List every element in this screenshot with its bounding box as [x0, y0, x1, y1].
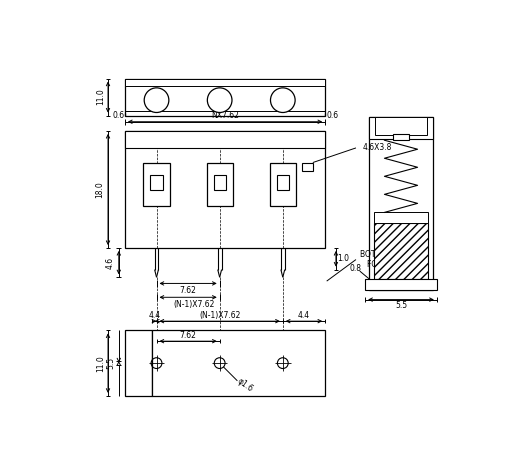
Text: 5.5: 5.5 [395, 301, 407, 310]
Text: NX7.62: NX7.62 [211, 111, 239, 120]
Text: 11.0: 11.0 [96, 355, 105, 371]
Text: FOR OPTION: FOR OPTION [367, 260, 414, 270]
Bar [374, 223, 429, 279]
Bar [375, 117, 427, 135]
Circle shape [144, 88, 169, 113]
Text: 11.0: 11.0 [96, 89, 105, 106]
Bar [125, 330, 152, 396]
Text: 0.8: 0.8 [349, 264, 361, 272]
Text: 4.4: 4.4 [148, 310, 160, 319]
Bar [369, 117, 433, 290]
Text: 4.6: 4.6 [106, 257, 115, 269]
Bar [270, 163, 296, 206]
Bar [125, 79, 325, 115]
Bar [365, 279, 437, 290]
Bar [152, 330, 325, 396]
Bar [125, 131, 325, 248]
Text: φ1.6: φ1.6 [236, 377, 254, 394]
Text: 4.6X3.8: 4.6X3.8 [363, 144, 392, 152]
Text: (N-1)X7.62: (N-1)X7.62 [174, 300, 215, 309]
Text: 1.0: 1.0 [337, 254, 350, 263]
Text: 0.6: 0.6 [112, 111, 125, 120]
Text: 5.5: 5.5 [106, 357, 116, 369]
Bar [277, 175, 289, 190]
Text: (N-1)X7.62: (N-1)X7.62 [199, 310, 240, 319]
Bar [150, 175, 163, 190]
Bar [393, 134, 409, 140]
Bar [374, 212, 429, 223]
Bar [302, 163, 313, 171]
Text: 4.4: 4.4 [298, 310, 310, 319]
Bar [213, 175, 226, 190]
Circle shape [207, 88, 232, 113]
Text: 7.62: 7.62 [180, 286, 196, 295]
Bar [144, 163, 169, 206]
Bar [125, 131, 325, 148]
Bar [207, 163, 233, 206]
Text: 7.62: 7.62 [180, 331, 196, 340]
Text: 0.6: 0.6 [327, 111, 339, 120]
Text: 18.0: 18.0 [95, 181, 104, 198]
Bar [125, 79, 325, 86]
Bar [369, 117, 433, 139]
Text: BOTTOM COVER: BOTTOM COVER [360, 250, 421, 259]
Circle shape [270, 88, 295, 113]
